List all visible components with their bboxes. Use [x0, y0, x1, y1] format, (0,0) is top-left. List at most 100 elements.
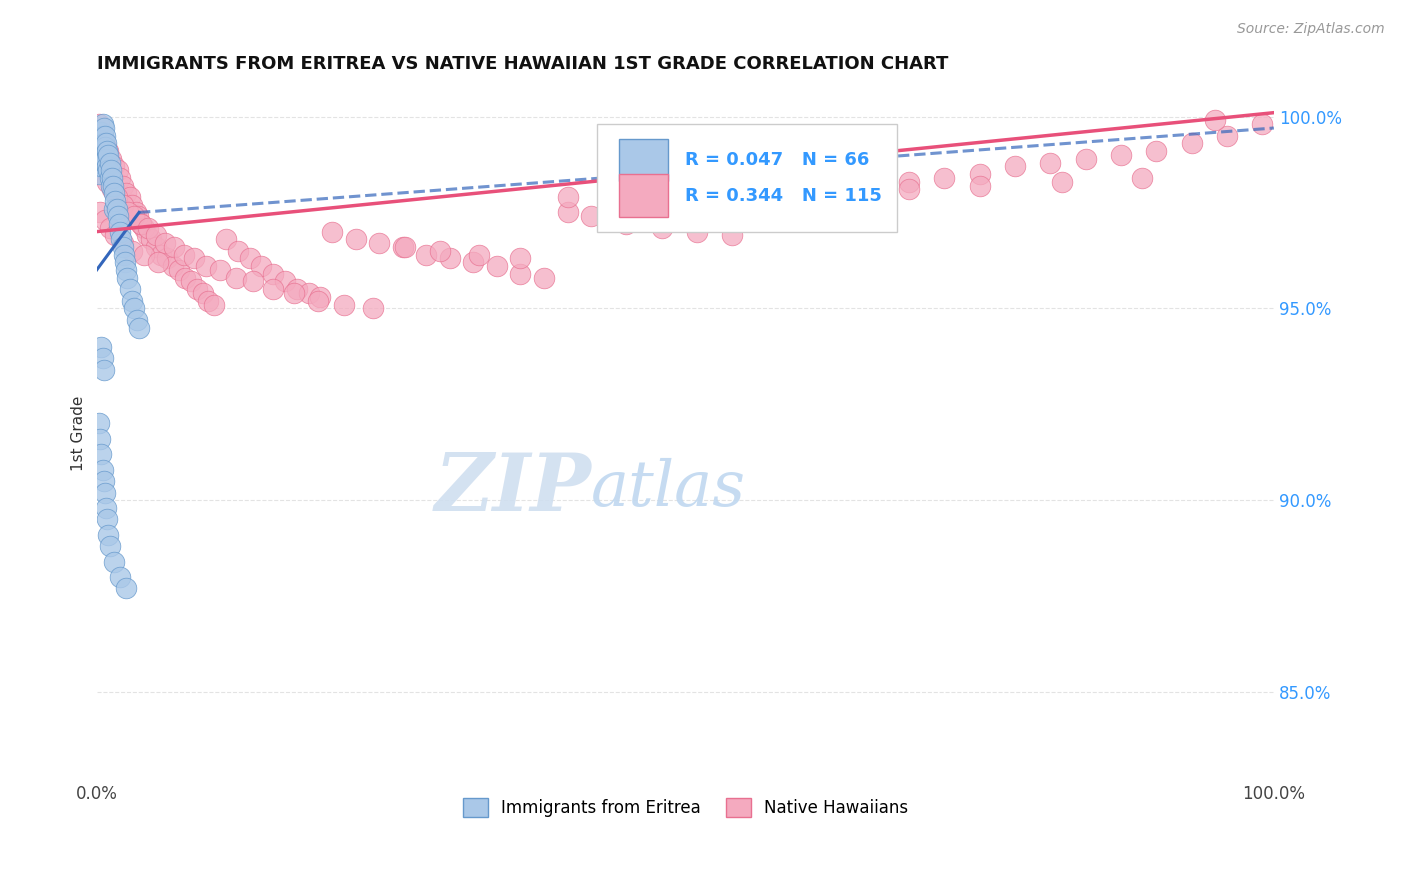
Text: IMMIGRANTS FROM ERITREA VS NATIVE HAWAIIAN 1ST GRADE CORRELATION CHART: IMMIGRANTS FROM ERITREA VS NATIVE HAWAII…	[97, 55, 948, 73]
Point	[89, 140, 111, 154]
Text: Source: ZipAtlas.com: Source: ZipAtlas.com	[1237, 22, 1385, 37]
Point	[138, 220, 160, 235]
Text: atlas: atlas	[591, 458, 747, 519]
Point	[117, 270, 139, 285]
Point	[485, 259, 508, 273]
Point	[105, 190, 128, 204]
Point	[934, 170, 956, 185]
Point	[195, 259, 218, 273]
Point	[1130, 170, 1153, 185]
Point	[97, 163, 120, 178]
Point	[107, 163, 129, 178]
Point	[100, 163, 122, 178]
Point	[91, 144, 114, 158]
Point	[90, 125, 112, 139]
Point	[121, 198, 143, 212]
Point	[1074, 152, 1097, 166]
Point	[98, 170, 121, 185]
Point	[285, 282, 308, 296]
Point	[87, 136, 110, 151]
Point	[1216, 128, 1239, 143]
Point	[209, 263, 232, 277]
Point	[90, 160, 112, 174]
Point	[132, 247, 155, 261]
Point	[363, 301, 385, 316]
Point	[121, 293, 143, 308]
Point	[93, 474, 115, 488]
Point	[94, 140, 117, 154]
Point	[101, 170, 124, 185]
Point	[242, 275, 264, 289]
Point	[128, 320, 150, 334]
Point	[90, 132, 112, 146]
Point	[239, 252, 262, 266]
Point	[183, 252, 205, 266]
Text: R = 0.344   N = 115: R = 0.344 N = 115	[685, 186, 882, 204]
Point	[114, 255, 136, 269]
Point	[91, 167, 114, 181]
Point	[250, 259, 273, 273]
Y-axis label: 1st Grade: 1st Grade	[72, 395, 86, 471]
Point	[103, 186, 125, 201]
Point	[87, 167, 110, 181]
Point	[110, 232, 132, 246]
Point	[616, 217, 638, 231]
Point	[897, 175, 920, 189]
Point	[283, 285, 305, 300]
Point	[145, 228, 167, 243]
Point	[111, 198, 134, 212]
Point	[124, 301, 146, 316]
Point	[145, 240, 167, 254]
Point	[1039, 155, 1062, 169]
Point	[429, 244, 451, 258]
Point	[862, 178, 884, 193]
Point	[89, 205, 111, 219]
Point	[262, 267, 284, 281]
Point	[127, 209, 149, 223]
Point	[124, 205, 146, 219]
Point	[225, 270, 247, 285]
Point	[1180, 136, 1202, 151]
Point	[93, 132, 115, 146]
Point	[1050, 175, 1073, 189]
Point	[197, 293, 219, 308]
Point	[108, 170, 131, 185]
Point	[87, 148, 110, 162]
Point	[827, 186, 849, 201]
FancyBboxPatch shape	[620, 139, 668, 181]
Point	[274, 275, 297, 289]
Point	[509, 267, 531, 281]
Point	[180, 275, 202, 289]
Point	[186, 282, 208, 296]
Point	[93, 121, 115, 136]
Point	[104, 228, 127, 243]
Point	[897, 182, 920, 196]
Point	[91, 351, 114, 366]
Point	[136, 228, 159, 243]
FancyBboxPatch shape	[620, 174, 668, 217]
Point	[153, 236, 176, 251]
Point	[111, 240, 134, 254]
Point	[1204, 113, 1226, 128]
Point	[557, 190, 579, 204]
Text: R = 0.047   N = 66: R = 0.047 N = 66	[685, 151, 870, 169]
Point	[112, 247, 135, 261]
Point	[1004, 160, 1026, 174]
Point	[93, 363, 115, 377]
Point	[226, 244, 249, 258]
Point	[98, 539, 121, 553]
Point	[344, 232, 367, 246]
Point	[121, 244, 143, 258]
Point	[90, 447, 112, 461]
FancyBboxPatch shape	[598, 124, 897, 232]
Point	[97, 144, 120, 158]
Point	[96, 175, 118, 189]
Point	[94, 152, 117, 166]
Point	[174, 270, 197, 285]
Point	[87, 160, 110, 174]
Point	[125, 313, 148, 327]
Point	[91, 128, 114, 143]
Point	[87, 417, 110, 431]
Point	[91, 462, 114, 476]
Point	[97, 148, 120, 162]
